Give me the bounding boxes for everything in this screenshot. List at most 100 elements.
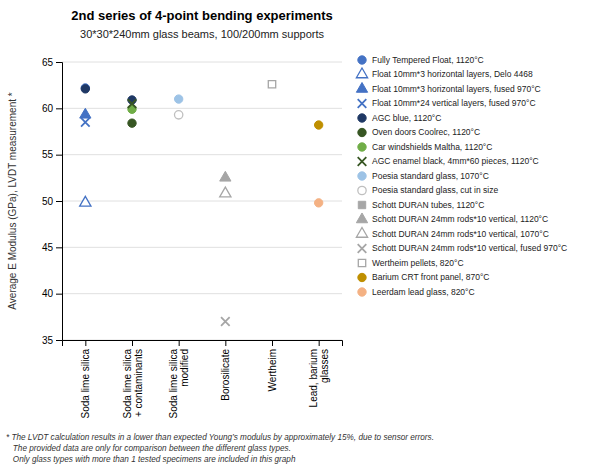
series: [314, 199, 322, 207]
y-tick-label: 40: [42, 288, 54, 299]
y-tick: 65: [42, 57, 62, 68]
legend-symbol: [356, 68, 367, 78]
point: [220, 187, 231, 197]
x-tick-mark: [132, 340, 133, 346]
y-tick-mark: [56, 155, 62, 156]
legend-symbol: [356, 82, 367, 92]
x-tick: Borosilicate: [220, 340, 231, 401]
series: [174, 95, 182, 103]
y-tick: 60: [42, 103, 62, 114]
x-tick: Wertheim: [267, 340, 278, 392]
y-tick-mark: [56, 247, 62, 248]
x-axis: Soda lime silicaSoda lime silica+ contam…: [63, 340, 343, 418]
legend-item: Float 10mm*24 vertical layers, fused 970…: [358, 98, 536, 108]
grid-line: [62, 201, 342, 202]
marks: [80, 81, 323, 326]
x-tick-mark: [179, 340, 180, 346]
legend-label: Barium CRT front panel, 870°C: [372, 272, 489, 282]
point: [314, 199, 322, 207]
x-axis-line: [63, 341, 343, 347]
footnote: * The LVDT calculation results in a lowe…: [6, 433, 434, 442]
legend-label: Poesia standard glass, 1070°C: [372, 171, 489, 181]
series: [268, 81, 275, 88]
y-tick-mark: [56, 108, 62, 109]
legend-item: Poesia standard glass, cut in size: [358, 185, 499, 195]
x-tick-label-line: Borosilicate: [220, 349, 231, 401]
x-tick-label: Soda lime silica: [80, 349, 91, 419]
y-tick-mark: [56, 294, 62, 295]
grid-line: [62, 247, 342, 248]
series: [221, 317, 230, 326]
x-tick: Lead, bariumglasses: [308, 340, 330, 407]
x-tick-mark: [272, 340, 273, 346]
legend-item: Schott DURAN 24mm rods*10 vertical, 1070…: [356, 227, 548, 238]
legend-item: Barium CRT front panel, 870°C: [358, 272, 490, 282]
subtitle: 30*30*240mm glass beams, 100/200mm suppo…: [80, 28, 324, 40]
point: [128, 119, 136, 127]
series: [80, 108, 91, 118]
series: [81, 85, 136, 104]
legend-item: Schott DURAN 24mm rods*10 vertical, fuse…: [358, 243, 568, 253]
x-tick-label-line: Wertheim: [267, 349, 278, 392]
legend-item: Fully Tempered Float, 1120°C: [358, 55, 484, 65]
point: [314, 121, 322, 129]
title: 2nd series of 4-point bending experiment…: [71, 8, 333, 23]
point: [81, 84, 89, 92]
legend-label: Car windshields Maltha, 1120°C: [372, 142, 492, 152]
legend-symbol: [358, 56, 366, 64]
point: [80, 196, 91, 206]
y-tick-label: 55: [42, 149, 54, 160]
legend-symbol: [358, 273, 366, 281]
y-axis-line: [56, 63, 63, 341]
x-tick-label: Soda lime silicamodified: [168, 349, 190, 419]
y-tick-label: 45: [42, 242, 54, 253]
x-tick: Soda lime silica+ contaminants: [122, 340, 144, 418]
x-tick-label-line: Soda lime silica: [122, 349, 133, 419]
point: [220, 171, 231, 181]
legend-symbol: [358, 244, 367, 253]
x-tick-label: Lead, bariumglasses: [308, 349, 330, 407]
point: [81, 118, 90, 127]
series: [81, 84, 89, 92]
series: [80, 196, 91, 206]
legend-symbol: [358, 172, 366, 180]
legend-symbol: [358, 288, 366, 296]
series: [128, 99, 137, 108]
x-tick-label: Wertheim: [267, 349, 278, 392]
y-tick: 35: [42, 335, 62, 346]
legend-item: Float 10mm*3 horizontal layers, Delo 446…: [356, 68, 533, 79]
legend-label: AGC blue, 1120°C: [372, 113, 441, 123]
legend-label: Schott DURAN tubes, 1120°C: [372, 200, 484, 210]
legend-item: AGC enamel black, 4mm*60 pieces, 1120°C: [358, 156, 539, 166]
chart: 35404550556065Soda lime silicaSoda lime …: [0, 0, 600, 470]
x-tick-label-line: Soda lime silica: [80, 349, 91, 419]
legend-label: Schott DURAN 24mm rods*10 vertical, 1120…: [372, 214, 548, 224]
footnote: The provided data are only for compariso…: [6, 444, 291, 453]
legend-label: Poesia standard glass, cut in size: [372, 185, 498, 195]
legend-label: Float 10mm*24 vertical layers, fused 970…: [372, 98, 536, 108]
legend-label: Leerdam lead glass, 820°C: [372, 287, 475, 297]
y-tick: 55: [42, 149, 62, 160]
y-axis: 35 40 45 50 55 60 65: [42, 57, 63, 346]
legend-symbol: [358, 186, 366, 194]
legend-item: Float 10mm*3 horizontal layers, fused 97…: [356, 82, 540, 93]
point: [174, 95, 182, 103]
legend-symbol: [356, 213, 367, 223]
y-axis-title: Average E Modulus (GPa), LVDT measuremen…: [7, 92, 18, 309]
legend-label: Wertheim pellets, 820°C: [372, 258, 464, 268]
legend-item: AGC blue, 1120°C: [358, 113, 442, 123]
x-tick-label-line: + contaminants: [133, 349, 144, 417]
y-tick-label: 60: [42, 103, 54, 114]
point: [174, 111, 182, 119]
legend-label: Fully Tempered Float, 1120°C: [372, 55, 484, 65]
grid: [62, 62, 342, 340]
y-tick-label: 50: [42, 196, 54, 207]
grid-line: [62, 293, 342, 294]
legend-item: Schott DURAN tubes, 1120°C: [358, 200, 484, 210]
series: [220, 171, 231, 181]
legend-symbol: [358, 259, 365, 266]
legend-item: Leerdam lead glass, 820°C: [358, 287, 475, 297]
legend-item: Schott DURAN 24mm rods*10 vertical, 1120…: [356, 213, 548, 224]
legend-item: Poesia standard glass, 1070°C: [358, 171, 489, 181]
legend-item: Car windshields Maltha, 1120°C: [358, 142, 493, 152]
